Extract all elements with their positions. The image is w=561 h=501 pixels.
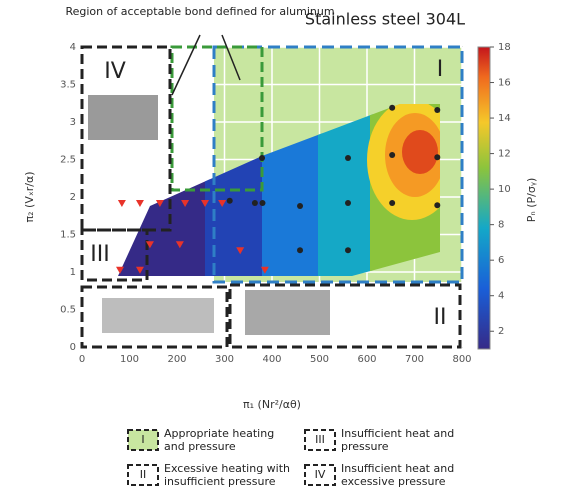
legend-symbol: III (315, 433, 325, 446)
colorbar-tick-label: 8 (498, 220, 504, 231)
x-tick-label: 500 (310, 354, 329, 365)
marker (389, 152, 395, 158)
region-label: IV (104, 59, 126, 84)
region-label: I (437, 57, 444, 82)
colorbar-tick-label: 4 (498, 291, 504, 302)
chart: Region of acceptable bond defined for al… (0, 0, 561, 497)
y-tick-label: 3.5 (60, 80, 76, 91)
marker (345, 247, 351, 253)
x-tick-label: 100 (120, 354, 139, 365)
y-tick-label: 2.5 (60, 155, 76, 166)
chart-title: Stainless steel 304L (305, 10, 465, 29)
colorbar-tick-label: 10 (498, 184, 511, 195)
y-tick-label: 1 (70, 267, 76, 278)
marker (345, 200, 351, 206)
legend-symbol: I (141, 433, 144, 446)
colorbar-tick-label: 18 (498, 42, 511, 53)
colorbar-tick-label: 16 (498, 78, 511, 89)
x-tick-label: 0 (79, 354, 85, 365)
y-tick-label: 1.5 (60, 230, 76, 241)
marker (389, 200, 395, 206)
marker (227, 198, 233, 204)
marker (297, 247, 303, 253)
marker (297, 203, 303, 209)
marker (252, 200, 258, 206)
y-tick-label: 0 (70, 342, 76, 353)
marker (260, 200, 266, 206)
region-label: II (434, 305, 447, 330)
colorbar-tick-label: 14 (498, 113, 511, 124)
colorbar-tick-label: 12 (498, 149, 511, 160)
marker (434, 107, 440, 113)
x-tick-label: 300 (215, 354, 234, 365)
colorbar (478, 47, 490, 349)
legend-symbol: IV (315, 468, 326, 481)
colorbar-tick-label: 6 (498, 255, 504, 266)
x-tick-label: 700 (405, 354, 424, 365)
photo (245, 290, 330, 335)
y-tick-label: 0.5 (60, 305, 76, 316)
y-tick-label: 4 (70, 42, 76, 53)
y-tick-label: 2 (70, 192, 76, 203)
region-label: III (90, 242, 109, 267)
colorbar-tick-label: 2 (498, 326, 504, 337)
x-axis-label: π₁ (Nr²/αθ) (243, 398, 301, 411)
marker (434, 154, 440, 160)
x-tick-label: 800 (452, 354, 471, 365)
colorbar-label: Pₙ (P/σᵧ) (525, 178, 538, 223)
photo (102, 298, 214, 333)
y-tick-label: 3 (70, 117, 76, 128)
legend-symbol: II (140, 468, 147, 481)
marker (259, 155, 265, 161)
marker (389, 105, 395, 111)
marker (434, 202, 440, 208)
x-tick-label: 400 (262, 354, 281, 365)
annotation: Region of acceptable bond defined for al… (65, 5, 334, 18)
x-tick-label: 200 (167, 354, 186, 365)
x-tick-label: 600 (357, 354, 376, 365)
y-axis-label: π₂ (Vₓr/α) (23, 172, 36, 223)
photo (88, 95, 158, 140)
marker (345, 155, 351, 161)
